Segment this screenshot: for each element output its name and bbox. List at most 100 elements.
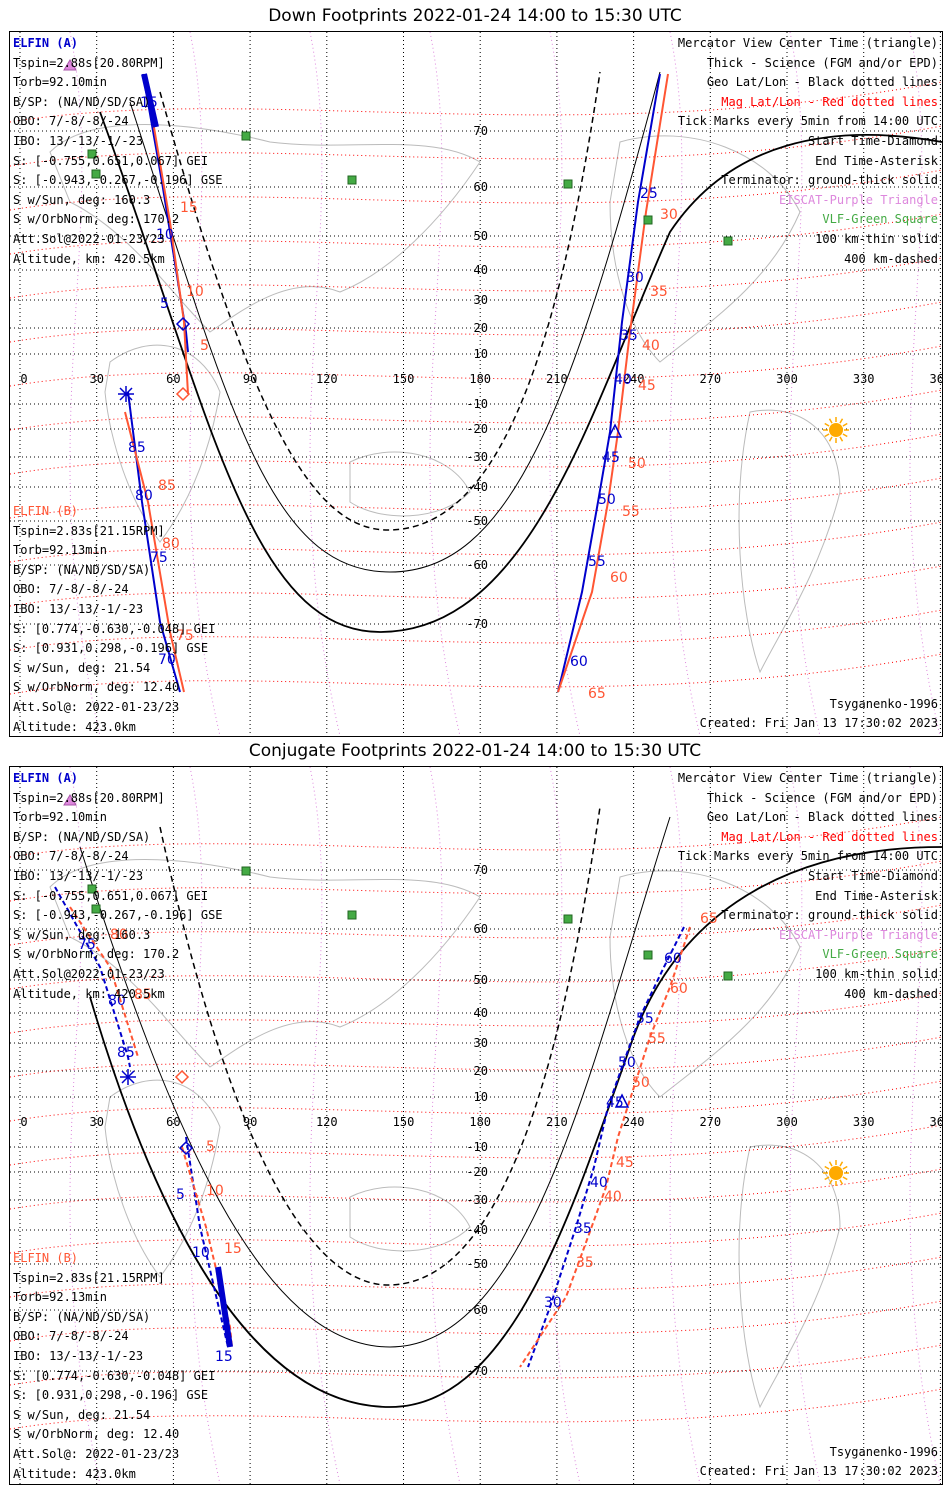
elfin-b-line: IBO: 13/-13/-1/-23 <box>13 1348 144 1363</box>
mag-lat-line <box>10 565 942 607</box>
vlf-square-icon <box>91 904 101 914</box>
lat-label: 70 <box>474 863 488 877</box>
tick-label: 35 <box>574 1221 592 1237</box>
tick-label: 80 <box>135 488 153 504</box>
legend-start: Start Time-Diamond <box>807 133 938 148</box>
legend-400km: 400 km-dashed <box>844 986 938 1001</box>
sun-icon <box>842 433 848 438</box>
elfin-a-track <box>127 391 181 693</box>
elfin-b-line: IBO: 13/-13/-1/-23 <box>13 601 144 616</box>
vlf-square-icon <box>91 169 101 179</box>
sun-icon <box>829 423 843 437</box>
sun-icon <box>839 418 844 424</box>
legend-start: Start Time-Diamond <box>807 868 938 883</box>
lat-label: 10 <box>474 347 488 361</box>
tick-label: 55 <box>636 1011 654 1027</box>
mag-lat-line <box>10 257 942 299</box>
lat-label: 60 <box>474 180 488 194</box>
tick-label: 10 <box>192 1245 210 1261</box>
elfin-a-line: Att.Sol@2022-01-23/23 <box>13 231 165 246</box>
elfin-b-line: S: [0.774,-0.630,-0.048] GEI <box>13 621 216 636</box>
lat-label: 10 <box>474 1090 488 1104</box>
footer-model: Tsyganenko-1996 <box>829 1445 938 1459</box>
legend-ticks: Tick Marks every 5min from 14:00 UTC <box>677 114 938 129</box>
land-outline <box>609 135 801 363</box>
elfin-b-header: ELFIN (B) <box>13 1251 79 1265</box>
elfin-a-line: Torb=92.10min <box>13 75 107 90</box>
tick-label: 45 <box>616 1155 634 1171</box>
tick-label: 40 <box>604 1189 622 1205</box>
legend-mercator: Mercator View Center Time (triangle) <box>677 771 938 785</box>
lon-label: 60 <box>166 372 180 386</box>
mag-lat-line <box>10 1080 942 1122</box>
start-diamond-icon <box>175 316 191 332</box>
lat-label: 20 <box>474 321 488 335</box>
start-diamond-icon <box>174 1069 190 1085</box>
tick-label: 30 <box>544 1295 562 1311</box>
elfin-a-line: B/SP: (NA/ND/SD/SA) <box>13 94 151 109</box>
elfin-a-line: S: [-0.755,0.651,0.067] GEI <box>13 153 209 168</box>
tick-label: 75 <box>78 937 96 953</box>
elfin-b-line: Altitude: 423.0km <box>13 719 136 734</box>
lat-label: -10 <box>466 1140 488 1154</box>
tick-label: 5 <box>206 1139 215 1155</box>
elfin-b-line: S w/OrbNorm, deg: 12.40 <box>13 1427 180 1442</box>
mag-lat-line <box>10 433 942 475</box>
lon-label: 60 <box>166 1115 180 1129</box>
tick-label: 65 <box>700 911 718 927</box>
elfin-a-line: Att.Sol@2022-01-23/23 <box>13 966 165 981</box>
lon-label: 180 <box>469 372 491 386</box>
vlf-square-icon <box>87 149 97 159</box>
elfin-b-line: Altitude: 423.0km <box>13 1466 136 1481</box>
tick-label: 85 <box>158 478 176 494</box>
legend-100km: 100 km-thin solid <box>815 231 938 246</box>
elfin-b-line: Att.Sol@: 2022-01-23/23 <box>13 1446 180 1461</box>
terminator-ground <box>99 111 942 633</box>
elfin-a-line: S: [-0.755,0.651,0.067] GEI <box>13 888 209 903</box>
tick-label: 5 <box>176 1187 185 1203</box>
center-triangle-icon <box>614 1093 630 1108</box>
land-outline <box>104 344 221 543</box>
tick-label: 80 <box>108 993 126 1009</box>
lon-label: 210 <box>546 1115 568 1129</box>
end-asterisk-icon <box>119 387 133 401</box>
mag-lat-line <box>10 904 942 946</box>
mag-lat-line <box>10 81 942 123</box>
vlf-square-icon <box>241 866 251 876</box>
mag-lat-line <box>10 860 942 902</box>
tick-label: 60 <box>664 951 682 967</box>
mag-lat-line <box>10 816 942 858</box>
start-diamond-icon <box>175 386 191 402</box>
panel-1-title: Down Footprints 2022-01-24 14:00 to 15:3… <box>268 6 682 26</box>
lat-label: 60 <box>474 922 488 936</box>
end-asterisk-icon <box>121 1070 135 1084</box>
lon-label: 270 <box>699 1115 721 1129</box>
tick-label: 60 <box>570 654 588 670</box>
tick-label: 40 <box>614 372 632 388</box>
elfin-b-line: B/SP: (NA/ND/SD/SA) <box>13 562 151 577</box>
elfin-b-info: ELFIN (B) Tspin=2.83s[21.15RPM] Torb=92.… <box>13 502 216 736</box>
tick-label: 75 <box>176 628 194 644</box>
tick-label: 85 <box>134 987 152 1003</box>
down-footprints-map: 0 30 60 90 120 150 180 210 240 270 300 330 360 70 60 50… <box>9 31 943 737</box>
elfin-b-info: ELFIN (B) Tspin=2.83s[21.15RPM] Torb=92.… <box>13 1249 215 1484</box>
tick-label: 55 <box>648 1031 666 1047</box>
elfin-b-track <box>69 906 139 1058</box>
eiscat-triangle-icon <box>63 794 77 806</box>
lat-label: 30 <box>474 293 488 307</box>
lon-label: 270 <box>699 372 721 386</box>
legend-mag: Mag Lat/Lon - Red dotted lines <box>721 829 938 844</box>
lat-label: -50 <box>466 514 488 528</box>
tick-label: 10 <box>186 284 204 300</box>
elfin-a-track <box>527 926 685 1368</box>
lon-label: 150 <box>393 372 415 386</box>
tick-label: 70 <box>158 652 176 668</box>
tick-label: 85 <box>128 440 146 456</box>
tick-label: 35 <box>620 328 638 344</box>
tick-label: 50 <box>628 456 646 472</box>
tick-label: 85 <box>117 1045 135 1061</box>
lat-label: -60 <box>466 1303 488 1317</box>
lon-label: 360 <box>930 372 942 386</box>
sun-icon <box>828 436 833 442</box>
mag-lat-line <box>10 1256 942 1298</box>
